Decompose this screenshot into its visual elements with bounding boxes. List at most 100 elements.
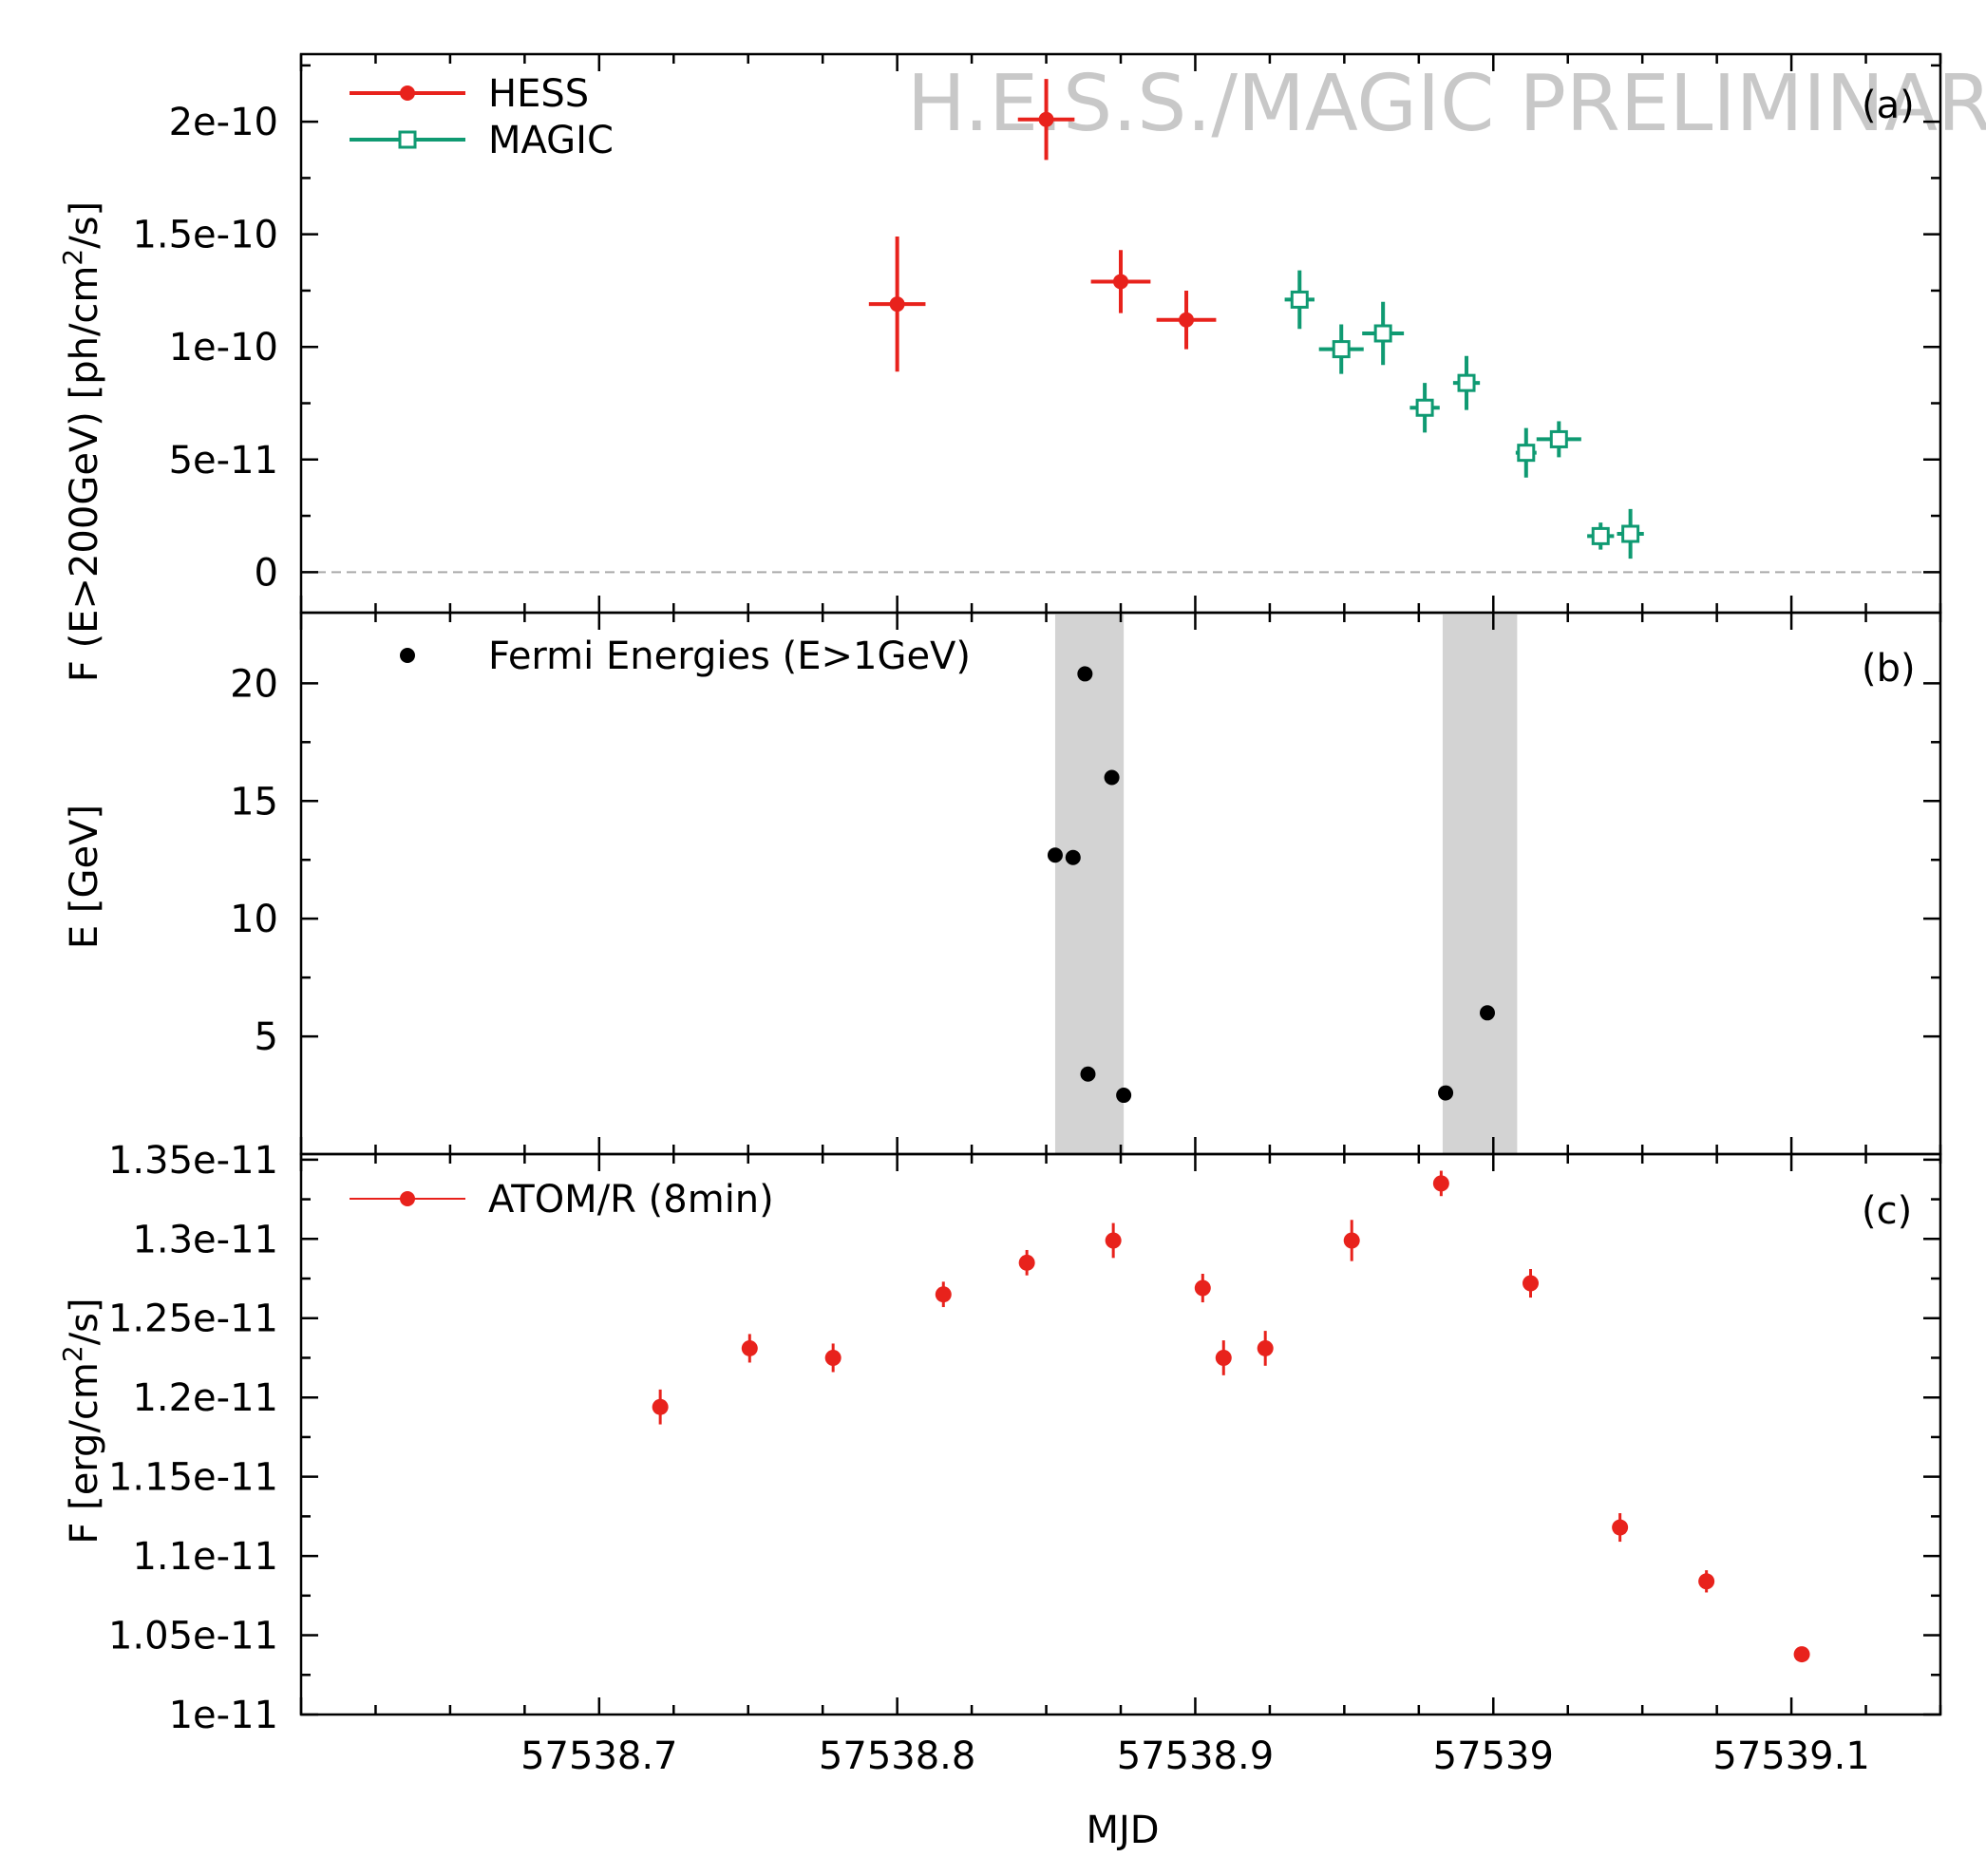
panel-a: H.E.S.S./MAGIC PRELIMINARY 0 5e-11 1e-10 1.…: [57, 52, 1986, 682]
marker: [1038, 111, 1054, 127]
shaded-interval-1: [1054, 613, 1125, 1154]
marker: [1018, 1254, 1035, 1271]
preliminary-watermark: H.E.S.S./MAGIC PRELIMINARY: [907, 59, 1986, 149]
panel-b-data-layer: [1047, 666, 1495, 1104]
x-tick-label: 57538.7: [520, 1734, 677, 1778]
y-tick-label: 5: [255, 1015, 278, 1059]
atom-r-8min-point-11: [1432, 1170, 1449, 1197]
marker: [1116, 1088, 1132, 1104]
magic-point-1: [1284, 270, 1315, 330]
magic-point-5: [1452, 355, 1481, 410]
y-tick-label: 1.5e-10: [132, 214, 278, 257]
panel-c-tag: (c): [1862, 1189, 1912, 1233]
marker: [1415, 398, 1434, 417]
x-tick-label: 57538.9: [1117, 1734, 1274, 1778]
marker: [1080, 1066, 1096, 1082]
legend-fermi-marker: [400, 648, 415, 663]
marker: [1104, 769, 1120, 786]
panel-a-y-axis-title: F (E>200GeV) [ph/cm2/s]: [57, 201, 106, 682]
y-tick-label: 1e-10: [169, 326, 278, 370]
atom-r-8min-point-3: [824, 1343, 842, 1373]
marker: [1290, 290, 1309, 309]
marker: [1077, 666, 1093, 682]
y-tick-label: 10: [230, 898, 278, 941]
legend-hess-marker: [400, 85, 415, 101]
atom-r-8min-point-5: [1018, 1249, 1035, 1276]
atom-r-8min-point-6: [1105, 1222, 1122, 1259]
magic-point-9: [1617, 508, 1644, 559]
marker: [1373, 324, 1392, 343]
panel-b-ticks: 5 10 15 20: [230, 613, 1942, 1154]
magic-point-6: [1515, 427, 1537, 478]
marker: [824, 1349, 842, 1366]
atom-r-8min-point-12: [1523, 1269, 1539, 1298]
legend-atom: ATOM/R (8min): [350, 1178, 774, 1222]
marker: [889, 296, 905, 313]
magic-point-4: [1409, 383, 1440, 433]
atom-r-8min-point-4: [935, 1281, 952, 1308]
y-tick-label: 15: [230, 780, 278, 824]
y-tick-label: 1.25e-11: [108, 1298, 278, 1341]
y-tick-label: 5e-11: [169, 439, 278, 483]
marker: [1621, 524, 1640, 543]
marker: [1047, 847, 1063, 863]
panel-b-tag: (b): [1862, 647, 1916, 691]
marker: [1457, 373, 1476, 392]
marker: [1479, 1005, 1495, 1021]
panel-c-ticks: 1e-11 1.05e-11 1.1e-11 1.15e-11 1.2e-11 1.25e…: [108, 1139, 1942, 1778]
atom-r-8min-point-2: [741, 1334, 758, 1363]
marker: [1194, 1279, 1211, 1297]
panel-c: 1e-11 1.05e-11 1.1e-11 1.15e-11 1.2e-11 1.25e…: [57, 1139, 1942, 1852]
x-tick-label: 57539: [1433, 1734, 1554, 1778]
panel-b: 5 10 15 20 (b) E [GeV] Fermi Energies (E>1G…: [63, 611, 1942, 1156]
fermi-energies-e-1gev-point-4: [1080, 1066, 1096, 1082]
panel-a-tag: (a): [1862, 84, 1915, 127]
y-tick-label: 2e-10: [169, 101, 278, 144]
fermi-energies-e-1gev-point-6: [1116, 1088, 1132, 1104]
legend-fermi: Fermi Energies (E>1GeV): [400, 635, 971, 678]
atom-r-8min-point-14: [1698, 1570, 1715, 1593]
panel-c-y-axis-title: F [erg/cm2/s]: [57, 1298, 106, 1544]
fermi-energies-e-1gev-point-5: [1104, 769, 1120, 786]
marker: [1179, 312, 1195, 328]
y-tick-label: 20: [230, 662, 278, 706]
panel-c-data-layer: [652, 1170, 1810, 1663]
legend-atom-marker: [400, 1191, 415, 1206]
magic-point-7: [1536, 421, 1581, 458]
panel-a-data-layer: [868, 79, 1644, 559]
legend-magic-label: MAGIC: [488, 119, 614, 162]
hess-point-4: [1156, 290, 1217, 350]
marker: [1332, 340, 1351, 359]
marker: [1438, 1085, 1454, 1101]
fermi-energies-e-1gev-point-1: [1047, 847, 1063, 863]
marker: [1343, 1232, 1360, 1249]
shaded-interval-2: [1442, 613, 1518, 1154]
hess-point-1: [868, 237, 926, 372]
legend-hess: HESS: [350, 72, 589, 116]
y-tick-label: 1e-11: [169, 1694, 278, 1737]
fermi-energies-e-1gev-point-7: [1438, 1085, 1454, 1101]
legend-magic: MAGIC: [350, 119, 614, 162]
atom-r-8min-point-10: [1343, 1220, 1360, 1261]
marker: [1257, 1339, 1274, 1356]
panel-b-shaded-layer: [1054, 613, 1518, 1154]
x-tick-label: 57538.8: [819, 1734, 975, 1778]
legend-fermi-label: Fermi Energies (E>1GeV): [488, 635, 971, 678]
y-tick-label: 1.3e-11: [132, 1218, 278, 1261]
panel-a-ticks: 0 5e-11 1e-10 1.5e-10 2e-10: [132, 54, 1942, 613]
legend-hess-label: HESS: [488, 72, 589, 116]
marker: [1549, 429, 1568, 448]
marker: [1698, 1573, 1715, 1590]
fermi-energies-e-1gev-point-2: [1065, 849, 1081, 865]
marker: [741, 1339, 758, 1356]
y-tick-label: 0: [255, 551, 278, 595]
y-tick-label: 1.35e-11: [108, 1139, 278, 1183]
magic-point-2: [1318, 324, 1364, 374]
x-tick-label: 57539.1: [1712, 1734, 1869, 1778]
x-axis-title: MJD: [1086, 1809, 1159, 1852]
atom-r-8min-point-13: [1612, 1513, 1629, 1543]
marker: [1591, 526, 1610, 545]
marker: [1432, 1175, 1449, 1192]
y-tick-label: 1.1e-11: [132, 1535, 278, 1579]
magic-point-8: [1587, 522, 1615, 550]
